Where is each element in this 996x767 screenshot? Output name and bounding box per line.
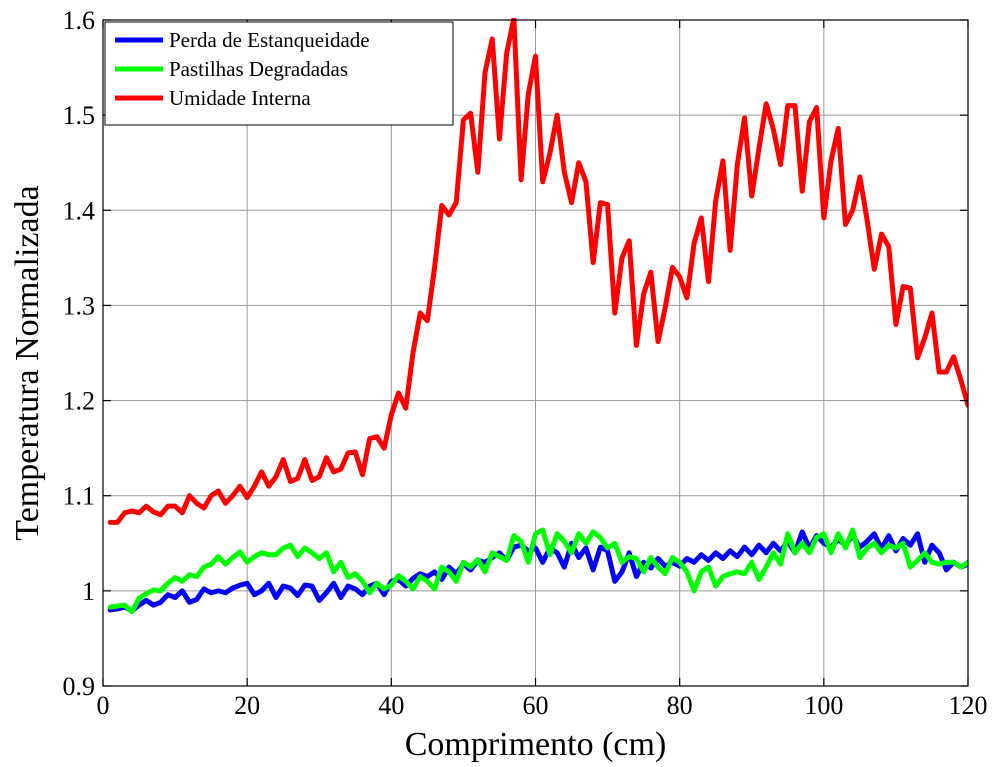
series-line-umidade-interna <box>107 18 968 525</box>
x-axis-label: Comprimento (cm) <box>405 726 667 763</box>
x-tick-label: 60 <box>523 691 549 720</box>
legend-label-pastilhas-degradadas: Pastilhas Degradadas <box>169 57 348 81</box>
y-axis-label: Temperatura Normalizada <box>9 185 46 540</box>
y-tick-label: 1.1 <box>63 482 96 511</box>
y-tick-labels: 0.9 1 1.1 1.2 1.3 1.4 1.5 1.6 <box>63 6 96 701</box>
x-tick-label: 0 <box>97 691 110 720</box>
x-tick-label: 120 <box>949 691 988 720</box>
y-tick-label: 1 <box>82 577 95 606</box>
x-tick-label: 100 <box>804 691 843 720</box>
series-lines <box>107 18 968 615</box>
x-tick-label: 40 <box>378 691 404 720</box>
y-tick-label: 1.3 <box>63 291 96 320</box>
legend-label-perda-de-estanqueidade: Perda de Estanqueidade <box>169 28 370 52</box>
y-tick-label: 1.5 <box>63 101 96 130</box>
series-line-pastilhas-degradadas <box>107 527 968 615</box>
x-tick-label: 20 <box>234 691 260 720</box>
y-tick-label: 1.2 <box>63 387 96 416</box>
y-tick-label: 1.4 <box>63 196 96 225</box>
legend-label-umidade-interna: Umidade Interna <box>169 86 311 110</box>
x-tick-label: 80 <box>667 691 693 720</box>
y-tick-label: 1.6 <box>63 6 96 35</box>
y-tick-label: 0.9 <box>63 672 96 701</box>
x-tick-labels: 0 20 40 60 80 100 120 <box>97 691 988 720</box>
legend: Perda de Estanqueidade Pastilhas Degradad… <box>104 21 454 126</box>
